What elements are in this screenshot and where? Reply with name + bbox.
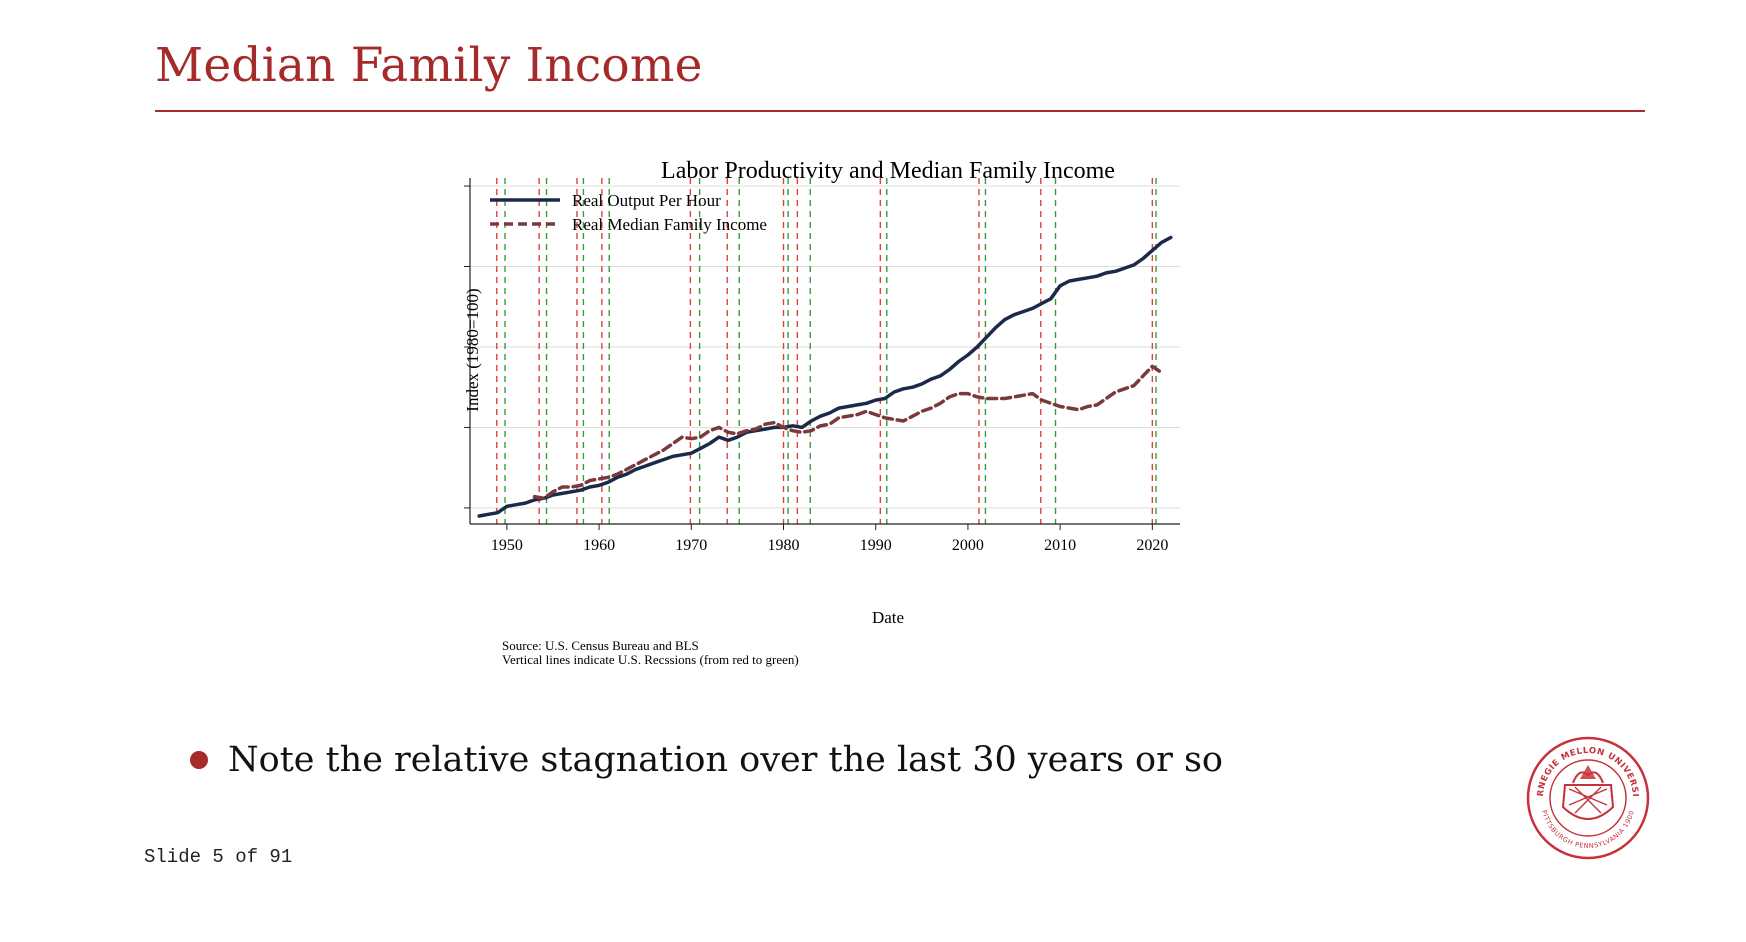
x-tick-label: 2010 [1044,537,1076,554]
university-seal-icon: CARNEGIE MELLON UNIVERSITY PITTSBURGH PE… [1525,735,1650,860]
legend-label-income: Real Median Family Income [572,215,767,234]
recession-lines [496,178,1157,524]
source-note: Source: U.S. Census Bureau and BLS [502,638,699,653]
axes: 1950196019701980199020002010202050100150… [464,178,1180,554]
y-axis-label: Index (1980=100) [463,288,482,411]
legend: Real Output Per Hour Real Median Family … [490,191,767,234]
x-tick-label: 1990 [860,537,892,554]
x-tick-label: 1950 [491,537,523,554]
x-tick-label: 2000 [952,537,984,554]
productivity-income-chart: 1950196019701980199020002010202050100150… [463,160,1180,667]
bullet-dot [190,751,208,769]
chart-title: Labor Productivity and Median Family Inc… [661,160,1115,184]
x-axis-label: Date [872,608,904,627]
title-rule [155,110,1645,112]
x-tick-label: 1970 [675,537,707,554]
series-line-output [477,235,1173,518]
svg-text:CARNEGIE MELLON UNIVERSITY: CARNEGIE MELLON UNIVERSITY [1525,735,1640,798]
slide-number: Slide 5 of 91 [144,846,293,868]
legend-label-output: Real Output Per Hour [572,191,721,210]
bullet-text: Note the relative stagnation over the la… [228,740,1223,780]
grid-lines [470,185,1180,509]
series-lines [477,235,1173,518]
x-tick-label: 2020 [1136,537,1168,554]
x-tick-label: 1980 [768,537,800,554]
recession-note: Vertical lines indicate U.S. Recssions (… [502,652,799,667]
slide-title: Median Family Income [155,38,703,93]
x-tick-label: 1960 [583,537,615,554]
series-line-income [532,364,1164,501]
bullet-point: Note the relative stagnation over the la… [190,740,1223,780]
